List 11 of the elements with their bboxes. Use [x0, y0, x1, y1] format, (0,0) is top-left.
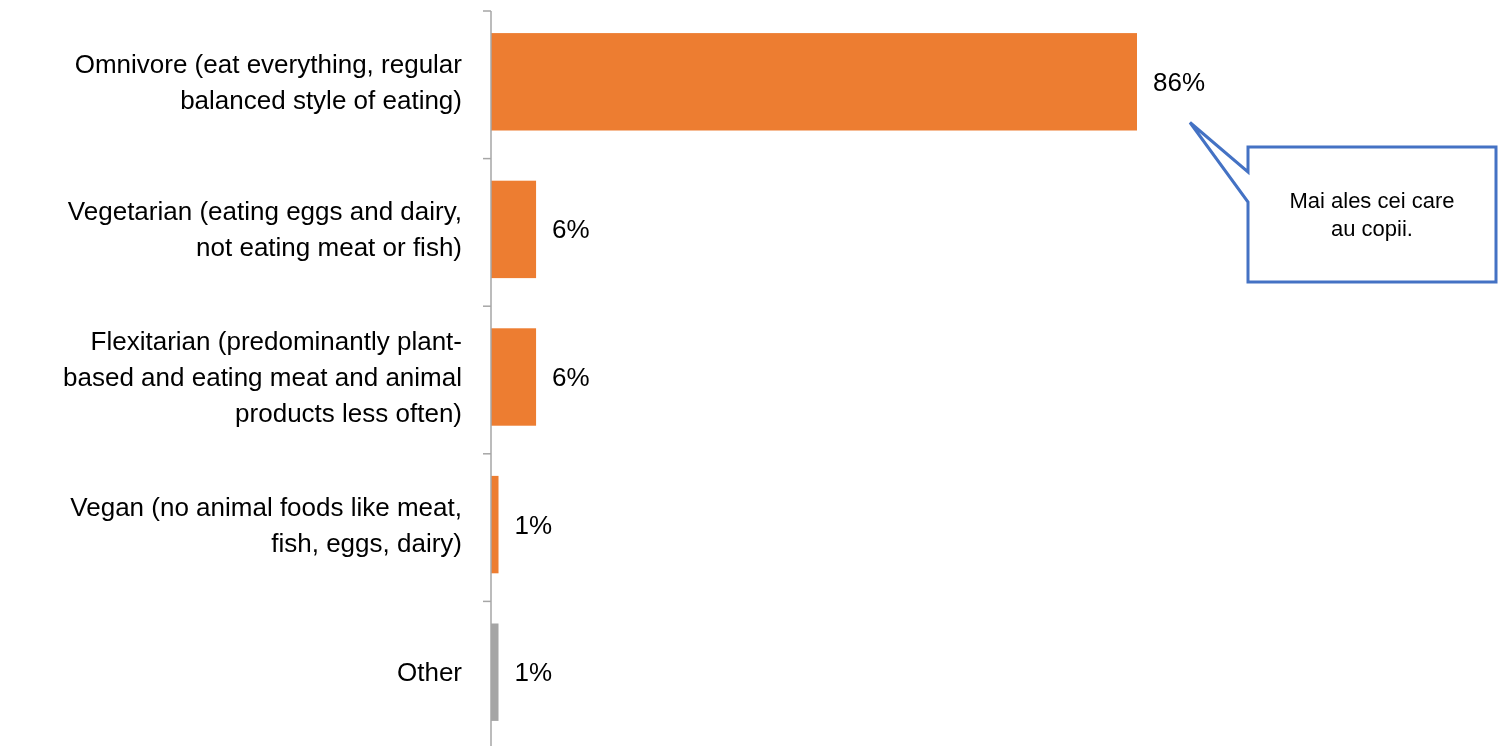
- text: Mai ales cei care au copii.: [1289, 188, 1455, 241]
- y-tick-label: Other: [396, 657, 463, 688]
- y-tick-label: Vegetarian (eating eggs and dairy, not eating meat or fish): [67, 196, 462, 263]
- data-label: 6%: [552, 362, 590, 392]
- y-tick-label: Vegan (no animal foods like meat, fish, eggs, dairy): [70, 491, 462, 558]
- data-label: 6%: [552, 214, 590, 245]
- y-tick-label: Omnivore (eat everything, regular balanced style of eating): [74, 48, 463, 115]
- data-label: 1%: [514, 657, 553, 688]
- data-label: 1%: [514, 509, 553, 540]
- data-label: 86%: [1153, 66, 1206, 97]
- y-tick-label: Flexitarian (predominantly plant-based and eating meat and animal products less often): [63, 326, 462, 428]
